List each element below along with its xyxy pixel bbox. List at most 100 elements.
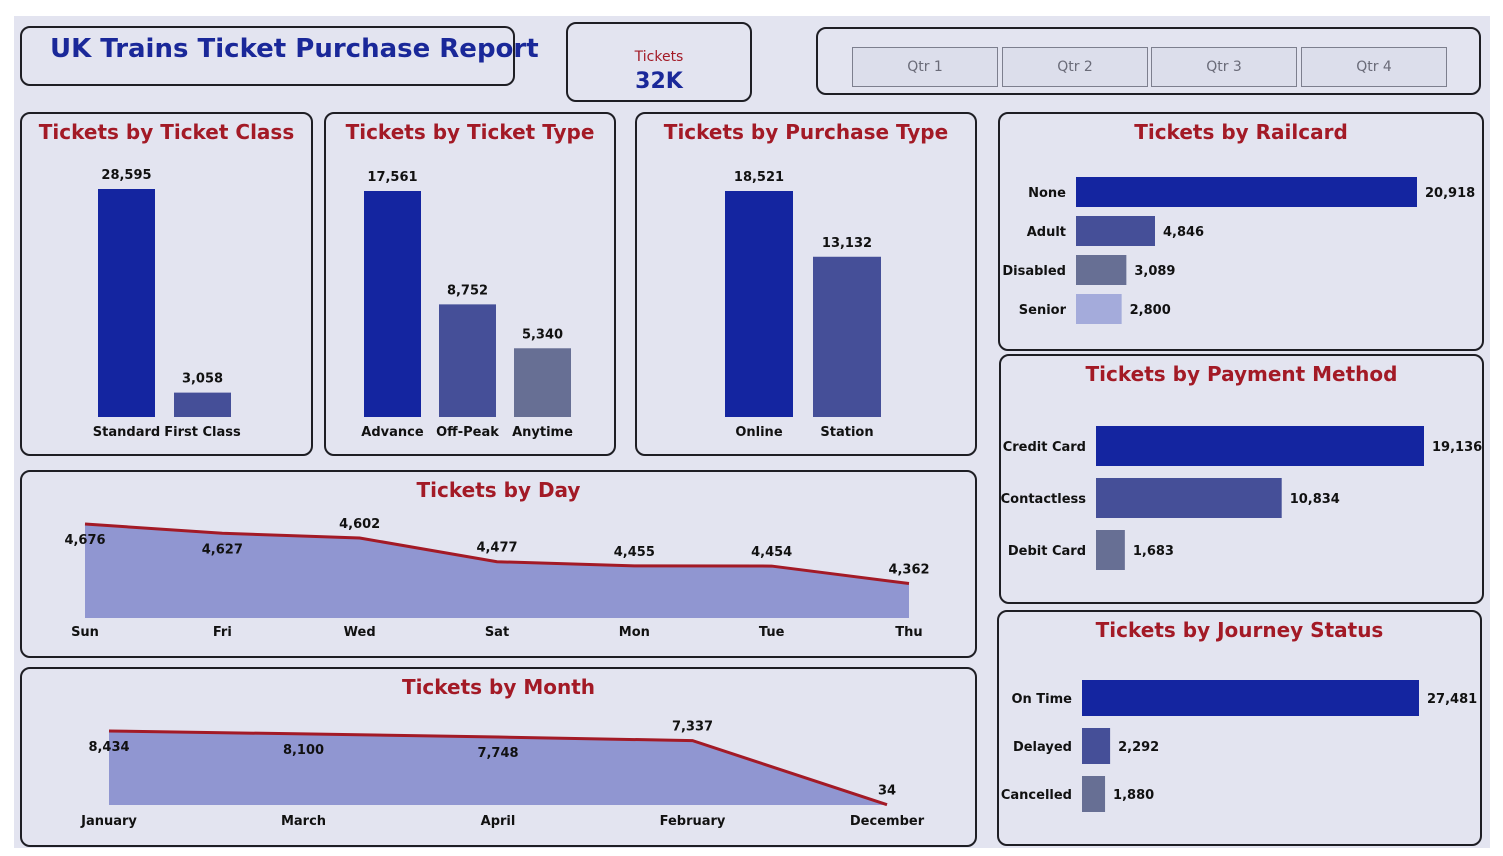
railcard-card: Tickets by Railcard None 20,918 Adult 4,846… [998, 112, 1484, 351]
category-label-sat: Sat [485, 625, 509, 640]
data-label-advance: 17,561 [367, 170, 417, 185]
month-card: Tickets by Month 8,434 January 8,100 March 7… [20, 667, 977, 847]
data-label-sun: 4,676 [64, 533, 105, 548]
data-label-none: 20,918 [1425, 186, 1475, 201]
chart-title-ticket-class: Tickets by Ticket Class [38, 120, 295, 144]
category-label-station: Station [820, 425, 873, 440]
data-label-december: 34 [878, 784, 896, 799]
category-label-off-peak: Off-Peak [436, 425, 499, 440]
area-fill [109, 731, 887, 805]
category-label-mon: Mon [619, 625, 650, 640]
data-label-station: 13,132 [822, 236, 872, 251]
bar-none [1076, 177, 1417, 207]
bar-first-class [174, 392, 231, 417]
category-label-march: March [281, 814, 326, 829]
chart-title-ticket-type: Tickets by Ticket Type [345, 120, 595, 144]
journey-status-card: Tickets by Journey Status On Time 27,481 D… [997, 610, 1482, 846]
bar-standard [98, 189, 155, 417]
data-label-disabled: 3,089 [1134, 264, 1175, 279]
series-line [84, 522, 910, 585]
slicer-button-qtr-1[interactable]: Qtr 1 [852, 47, 998, 87]
data-label-credit-card: 19,136 [1432, 440, 1482, 455]
area-fill [85, 524, 909, 618]
bar-delayed [1082, 728, 1111, 764]
category-label-tue: Tue [759, 625, 785, 640]
bar-cancelled [1082, 776, 1106, 812]
category-label-standard: Standard [93, 425, 160, 440]
data-label-contactless: 10,834 [1290, 492, 1340, 507]
chart-title-purchase-type: Tickets by Purchase Type [663, 120, 949, 144]
category-label-disabled: Disabled [1002, 264, 1066, 279]
bar-adult [1076, 216, 1155, 246]
category-label-sun: Sun [71, 625, 99, 640]
data-label-adult: 4,846 [1163, 225, 1204, 240]
ticket-type-chart: 17,561 Advance 8,752 Off-Peak 5,340 Anytime [361, 170, 573, 440]
category-label-contactless: Contactless [1001, 492, 1086, 507]
category-label-credit-card: Credit Card [1003, 440, 1086, 455]
data-label-sat: 4,477 [476, 541, 517, 556]
kpi-label: Tickets [634, 49, 684, 65]
category-label-wed: Wed [344, 625, 376, 640]
slicer-button-qtr-3[interactable]: Qtr 3 [1151, 47, 1297, 87]
category-label-delayed: Delayed [1013, 740, 1072, 755]
bar-off-peak [439, 304, 496, 417]
ticket-type-card: Tickets by Ticket Type 17,561 Advance 8,75… [324, 112, 616, 456]
bar-online [725, 191, 793, 417]
data-label-cancelled: 1,880 [1113, 788, 1154, 803]
page-title: UK Trains Ticket Purchase Report [50, 34, 539, 64]
kpi-card: Tickets 32K [566, 22, 752, 102]
bar-on-time [1082, 680, 1419, 716]
bar-credit-card [1096, 426, 1424, 466]
category-label-anytime: Anytime [512, 425, 573, 440]
category-label-debit-card: Debit Card [1008, 544, 1086, 559]
chart-title-railcard: Tickets by Railcard [1134, 120, 1348, 144]
chart-title-day: Tickets by Day [416, 478, 581, 502]
railcard-chart: None 20,918 Adult 4,846 Disabled 3,089 Senior 2… [1002, 177, 1475, 324]
category-label-online: Online [735, 425, 782, 440]
bar-station [813, 256, 881, 417]
data-label-off-peak: 8,752 [447, 283, 488, 298]
payment-method-card: Tickets by Payment Method Credit Card 19,… [999, 354, 1484, 604]
chart-title-journey-status: Tickets by Journey Status [1095, 618, 1384, 642]
payment-method-chart: Credit Card 19,136 Contactless 10,834 Debit … [1001, 426, 1482, 570]
category-label-senior: Senior [1019, 303, 1067, 318]
chart-title-month: Tickets by Month [401, 675, 596, 699]
data-label-tue: 4,454 [751, 545, 792, 560]
bar-senior [1076, 294, 1122, 324]
bar-debit-card [1096, 530, 1125, 570]
data-label-on-time: 27,481 [1427, 692, 1477, 707]
month-chart: 8,434 January 8,100 March 7,748 April 7,337 Feb… [80, 720, 925, 829]
journey-status-chart: On Time 27,481 Delayed 2,292 Cancelled 1,880 [1001, 680, 1477, 812]
day-chart: 4,676 Sun 4,627 Fri 4,602 Wed 4,477 Sat 4,455 Mon… [64, 517, 929, 640]
data-label-anytime: 5,340 [522, 327, 563, 342]
ticket-class-chart: 28,595 Standard 3,058 First Class [93, 168, 241, 440]
series-line [108, 729, 888, 807]
data-label-march: 8,100 [283, 743, 324, 758]
purchase-type-card: Tickets by Purchase Type 18,521 Online 13,… [635, 112, 977, 456]
category-label-adult: Adult [1027, 225, 1066, 240]
data-label-january: 8,434 [88, 740, 129, 755]
dashboard-canvas: UK Trains Ticket Purchase Report Tickets… [14, 16, 1490, 848]
data-label-delayed: 2,292 [1118, 740, 1159, 755]
category-label-february: February [660, 814, 726, 829]
data-label-mon: 4,455 [614, 545, 655, 560]
slicer-button-qtr-2[interactable]: Qtr 2 [1002, 47, 1148, 87]
slicer-button-qtr-4[interactable]: Qtr 4 [1301, 47, 1447, 87]
category-label-fri: Fri [213, 625, 232, 640]
category-label-april: April [481, 814, 516, 829]
bar-advance [364, 191, 421, 417]
data-label-april: 7,748 [477, 746, 518, 761]
category-label-january: January [80, 814, 137, 829]
chart-title-payment-method: Tickets by Payment Method [1085, 362, 1398, 386]
bar-contactless [1096, 478, 1282, 518]
ticket-class-card: Tickets by Ticket Class 28,595 Standard 3,… [20, 112, 313, 456]
category-label-thu: Thu [895, 625, 922, 640]
category-label-on-time: On Time [1011, 692, 1072, 707]
data-label-thu: 4,362 [888, 563, 929, 578]
category-label-december: December [850, 814, 925, 829]
category-label-none: None [1028, 186, 1066, 201]
category-label-first-class: First Class [164, 425, 241, 440]
kpi-value: 32K [635, 69, 683, 94]
data-label-fri: 4,627 [202, 542, 243, 557]
data-label-senior: 2,800 [1130, 303, 1171, 318]
